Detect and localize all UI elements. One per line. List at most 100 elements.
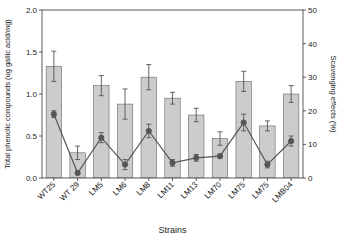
x-tick [53, 178, 54, 181]
marker [146, 128, 151, 133]
marker [194, 155, 199, 160]
line [54, 114, 291, 173]
error-bar [265, 121, 270, 131]
error-cap [265, 120, 270, 121]
error-cap [99, 75, 104, 76]
x-tick-label: LM70 [203, 180, 224, 201]
error-cap [123, 88, 128, 89]
y2-tick [303, 77, 306, 78]
error-cap [99, 142, 104, 143]
y-tick-label: 1.0 [26, 90, 38, 99]
y-tick-label: 1.5 [26, 48, 38, 57]
error-bar [123, 160, 128, 170]
y-tick [39, 178, 42, 179]
marker [265, 162, 270, 167]
y-tick [39, 94, 42, 95]
marker [122, 162, 127, 167]
error-cap [146, 89, 151, 90]
error-stem [219, 132, 220, 145]
error-bar [194, 154, 199, 161]
y-tick [39, 136, 42, 137]
error-stem [196, 108, 197, 121]
error-cap [99, 95, 104, 96]
error-cap [146, 64, 151, 65]
x-tick [267, 178, 268, 181]
error-cap [75, 146, 80, 147]
x-tick-label: LM13 [179, 180, 200, 201]
x-tick-label: LM6 [111, 180, 129, 198]
y-tick-label: 2.0 [26, 6, 38, 15]
x-tick [291, 178, 292, 181]
bar [165, 98, 180, 178]
x-tick [219, 178, 220, 181]
error-bar [170, 160, 175, 167]
error-cap [123, 119, 128, 120]
y-tick [39, 52, 42, 53]
error-cap [289, 102, 294, 103]
chart: 0.00.51.01.52.001020304050WT25WT 29LM5LM… [0, 0, 343, 238]
error-bar [194, 108, 199, 121]
marker [75, 170, 80, 175]
bar [189, 115, 204, 178]
y2-tick-label: 50 [308, 6, 317, 15]
x-tick [101, 178, 102, 181]
error-cap [170, 92, 175, 93]
error-bar [99, 76, 104, 96]
bar [46, 66, 61, 178]
bar [283, 94, 298, 178]
error-cap [241, 130, 246, 131]
plot-frame [42, 10, 303, 178]
bar-series [46, 51, 299, 178]
marker [241, 120, 246, 125]
x-tick [148, 178, 149, 181]
error-cap [289, 85, 294, 86]
error-cap [146, 124, 151, 125]
error-cap [217, 145, 222, 146]
bar [94, 86, 109, 178]
error-bar [265, 161, 270, 168]
y2-tick-label: 40 [308, 40, 317, 49]
y2-tick-label: 0 [308, 174, 313, 183]
y2-tick-label: 30 [308, 73, 317, 82]
error-bar [241, 71, 246, 91]
x-axis-label: Strains [158, 225, 187, 235]
x-tick-label: LM75 [250, 180, 271, 201]
marker [99, 135, 104, 140]
y2-axis-label: Scavenging effects (%) [329, 56, 338, 133]
error-bar [75, 171, 80, 174]
error-cap [289, 146, 294, 147]
bar [260, 126, 275, 178]
error-bar [146, 124, 151, 137]
marker [289, 138, 294, 143]
x-tick [125, 178, 126, 181]
x-tick [243, 178, 244, 181]
error-cap [241, 91, 246, 92]
error-stem [53, 51, 54, 81]
error-cap [194, 108, 199, 109]
y2-tick [303, 144, 306, 145]
error-bar [289, 136, 294, 146]
error-stem [125, 89, 126, 119]
y-tick-label: 0.5 [26, 132, 38, 141]
error-cap [99, 132, 104, 133]
x-tick [172, 178, 173, 181]
x-tick-label: LM75 [227, 180, 248, 201]
y2-tick [303, 110, 306, 111]
error-bar [51, 111, 56, 118]
error-cap [51, 81, 56, 82]
error-cap [170, 104, 175, 105]
y2-tick-label: 10 [308, 140, 317, 149]
line-series [51, 111, 293, 176]
error-stem [267, 121, 268, 131]
error-bar [289, 86, 294, 103]
x-tick [196, 178, 197, 181]
error-bar [170, 92, 175, 104]
marker [51, 112, 56, 117]
error-cap [241, 71, 246, 72]
marker [217, 154, 222, 159]
error-cap [75, 159, 80, 160]
error-stem [172, 92, 173, 104]
error-cap [241, 114, 246, 115]
error-bar [99, 133, 104, 143]
error-bar [217, 132, 222, 145]
